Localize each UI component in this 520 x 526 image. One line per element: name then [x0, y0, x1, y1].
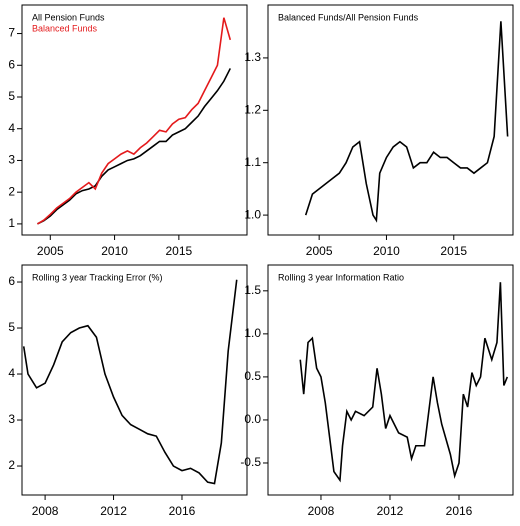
y-tick-label: 3 [8, 412, 15, 426]
y-tick-label: 5 [8, 89, 15, 103]
legend-label: Balanced Funds [32, 23, 98, 33]
x-tick-label: 2005 [306, 244, 333, 258]
plot-frame [21, 4, 248, 236]
y-tick-label: 1.0 [244, 326, 261, 340]
x-tick-label: 2016 [169, 504, 196, 518]
line [299, 282, 509, 483]
line [37, 17, 232, 225]
x-tick-label: 2005 [37, 244, 64, 258]
line [304, 21, 509, 223]
plot-frame [267, 264, 514, 496]
y-tick-label: 1.2 [244, 102, 261, 116]
y-tick-label: 1.0 [244, 207, 261, 221]
panel-title: Balanced Funds/All Pension Funds [278, 12, 419, 22]
y-tick-label: 2 [8, 458, 15, 472]
line [22, 279, 238, 485]
y-tick-label: 6 [8, 57, 15, 71]
y-tick-label: 7 [8, 26, 15, 40]
panel-title: Rolling 3 year Tracking Error (%) [32, 272, 163, 282]
x-tick-label: 2008 [32, 504, 59, 518]
x-tick-label: 2015 [166, 244, 193, 258]
y-tick-label: 3 [8, 153, 15, 167]
line [37, 68, 232, 225]
legend-label: All Pension Funds [32, 12, 105, 22]
panel-title: Rolling 3 year Information Ratio [278, 272, 404, 282]
plot-frame [267, 4, 514, 236]
x-tick-label: 2012 [100, 504, 127, 518]
y-tick-label: 4 [8, 366, 15, 380]
y-tick-label: 1.3 [244, 50, 261, 64]
x-tick-label: 2010 [373, 244, 400, 258]
y-tick-label: 1.1 [244, 155, 261, 169]
x-tick-label: 2016 [446, 504, 473, 518]
x-tick-label: 2008 [308, 504, 335, 518]
y-tick-label: 0.5 [244, 369, 261, 383]
y-tick-label: 1 [8, 216, 15, 230]
plot-frame [21, 264, 248, 496]
y-tick-label: -0.5 [240, 455, 261, 469]
y-tick-label: 4 [8, 121, 15, 135]
x-tick-label: 2012 [377, 504, 404, 518]
y-tick-label: 6 [8, 274, 15, 288]
y-tick-label: 1.5 [244, 283, 261, 297]
y-tick-label: 5 [8, 320, 15, 334]
x-tick-label: 2010 [101, 244, 128, 258]
x-tick-label: 2015 [440, 244, 467, 258]
y-tick-label: 0.0 [244, 412, 261, 426]
y-tick-label: 2 [8, 184, 15, 198]
